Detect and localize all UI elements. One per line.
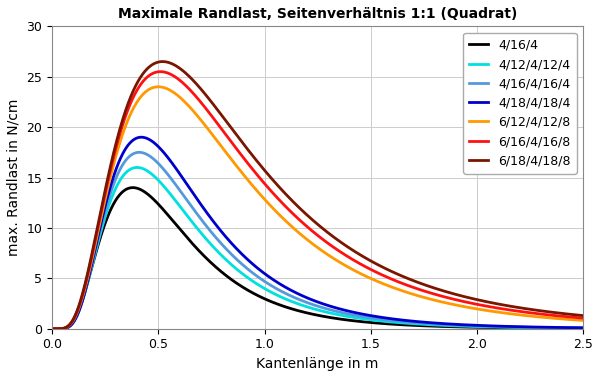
6/18/4/18/8 (467, 296, 474, 301)
6/12/4/12/8 (76, 305, 83, 309)
6/18/4/18/8 (565, 312, 572, 316)
6/12/4/12/8 (293, 229, 300, 233)
4/18/4/18/4 (49, 327, 56, 331)
4/12/4/12/4 (580, 326, 587, 330)
6/18/4/18/8 (293, 203, 300, 208)
4/12/4/12/4 (49, 327, 56, 331)
4/16/4 (467, 325, 474, 330)
6/18/4/18/8 (159, 59, 166, 64)
6/16/4/16/8 (307, 228, 314, 232)
4/16/4 (129, 185, 136, 190)
6/12/4/12/8 (155, 85, 162, 89)
4/18/4/18/4 (307, 297, 314, 302)
4/16/4/16/4 (307, 302, 314, 306)
Line: 4/12/4/12/4: 4/12/4/12/4 (52, 167, 583, 329)
4/16/4 (580, 326, 587, 331)
4/18/4/18/4 (293, 291, 300, 295)
4/12/4/12/4 (76, 307, 83, 312)
4/16/4/16/4 (564, 325, 571, 330)
Y-axis label: max. Randlast in N/cm: max. Randlast in N/cm (7, 99, 21, 256)
6/18/4/18/8 (76, 302, 83, 307)
4/18/4/18/4 (76, 308, 83, 312)
6/12/4/12/8 (307, 240, 314, 245)
Legend: 4/16/4, 4/12/4/12/4, 4/16/4/16/4, 4/18/4/18/4, 6/12/4/12/8, 6/16/4/16/8, 6/18/4/: 4/16/4, 4/12/4/12/4, 4/16/4/16/4, 4/18/4… (463, 33, 577, 174)
4/16/4/16/4 (76, 307, 83, 312)
4/12/4/12/4 (293, 301, 300, 305)
6/18/4/18/8 (564, 312, 571, 316)
4/16/4/16/4 (293, 296, 300, 301)
6/16/4/16/8 (467, 301, 474, 305)
4/12/4/12/4 (564, 326, 571, 330)
4/16/4 (49, 327, 56, 331)
4/18/4/18/4 (564, 325, 571, 330)
4/16/4 (564, 326, 571, 331)
Line: 4/16/4: 4/16/4 (52, 187, 583, 329)
4/16/4/16/4 (467, 324, 474, 328)
6/18/4/18/8 (580, 313, 587, 318)
6/12/4/12/8 (564, 317, 571, 322)
4/12/4/12/4 (307, 306, 314, 310)
6/16/4/16/8 (580, 316, 587, 321)
6/12/4/12/8 (580, 318, 587, 323)
Line: 6/16/4/16/8: 6/16/4/16/8 (52, 72, 583, 329)
4/16/4 (76, 306, 83, 311)
6/16/4/16/8 (565, 314, 572, 319)
4/16/4 (565, 326, 572, 331)
6/16/4/16/8 (157, 70, 164, 74)
X-axis label: Kantenlänge in m: Kantenlänge in m (256, 357, 379, 371)
4/12/4/12/4 (565, 326, 572, 330)
4/12/4/12/4 (467, 324, 474, 328)
4/18/4/18/4 (565, 325, 572, 330)
Title: Maximale Randlast, Seitenverhältnis 1:1 (Quadrat): Maximale Randlast, Seitenverhältnis 1:1 … (118, 7, 517, 21)
6/12/4/12/8 (565, 317, 572, 322)
4/16/4 (293, 308, 300, 313)
4/16/4/16/4 (136, 150, 143, 155)
4/16/4/16/4 (49, 327, 56, 331)
6/16/4/16/8 (293, 215, 300, 220)
Line: 4/18/4/18/4: 4/18/4/18/4 (52, 137, 583, 329)
4/16/4 (307, 311, 314, 316)
6/18/4/18/8 (307, 216, 314, 221)
4/16/4/16/4 (565, 325, 572, 330)
6/18/4/18/8 (49, 327, 56, 331)
6/12/4/12/8 (467, 305, 474, 310)
6/16/4/16/8 (49, 327, 56, 331)
4/16/4/16/4 (580, 326, 587, 330)
4/18/4/18/4 (580, 325, 587, 330)
Line: 6/18/4/18/8: 6/18/4/18/8 (52, 62, 583, 329)
Line: 4/16/4/16/4: 4/16/4/16/4 (52, 152, 583, 329)
4/18/4/18/4 (137, 135, 145, 139)
Line: 6/12/4/12/8: 6/12/4/12/8 (52, 87, 583, 329)
6/16/4/16/8 (76, 303, 83, 308)
4/18/4/18/4 (467, 323, 474, 327)
6/12/4/12/8 (49, 327, 56, 331)
6/16/4/16/8 (564, 314, 571, 319)
4/12/4/12/4 (133, 165, 140, 170)
